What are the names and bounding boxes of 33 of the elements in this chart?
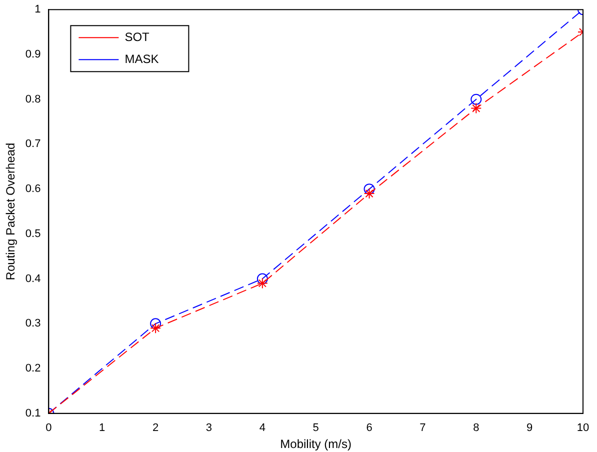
x-tick-label: 8	[473, 422, 480, 434]
x-tick-label: 10	[576, 422, 590, 434]
y-tick-label: 0.2	[25, 362, 41, 375]
point	[150, 318, 162, 330]
y-tick-label: 0.1	[25, 407, 41, 420]
x-tick-label: 1	[99, 422, 106, 434]
point	[150, 322, 162, 334]
point	[256, 273, 268, 284]
x-tick-label: 7	[420, 422, 426, 434]
y-tick-label: 0.8	[25, 93, 41, 106]
legend-label: SOT	[124, 30, 150, 44]
y-tick-label: 1	[34, 4, 41, 16]
y-tick-label: 0.4	[25, 272, 41, 285]
x-tick-label: 9	[526, 422, 533, 434]
x-tick-label: 5	[312, 422, 319, 434]
y-axis-title: Routing Packet Overhead	[4, 142, 18, 280]
x-axis-title: Mobility (m/s)	[280, 437, 352, 452]
legend-label: MASK	[124, 52, 159, 66]
y-tick-label: 0.7	[25, 138, 41, 150]
y-tick-label: 0.5	[25, 228, 41, 240]
point	[470, 94, 482, 105]
x-tick-label: 0	[46, 422, 52, 434]
y-tick-label: 0.6	[25, 183, 41, 196]
x-tick-label: 6	[366, 422, 372, 434]
point	[470, 102, 482, 114]
x-tick-label: 4	[259, 422, 266, 434]
y-tick-label: 0.3	[25, 318, 41, 330]
point	[364, 188, 375, 200]
y-tick-label: 0.9	[25, 48, 41, 60]
point	[364, 184, 375, 195]
point	[256, 278, 268, 289]
x-tick-label: 3	[206, 422, 212, 434]
x-tick-label: 2	[152, 422, 159, 434]
